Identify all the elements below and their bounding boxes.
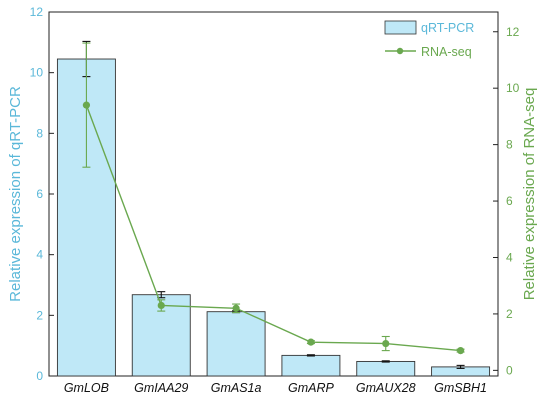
right-tick-label-6: 12: [506, 25, 520, 39]
bar-error-gmarp: [306, 354, 315, 357]
category-label-gmas1a: GmAS1a: [211, 381, 262, 395]
legend-marker-rna-seq: [396, 47, 404, 55]
plot-frame: [48, 11, 499, 377]
right-tick-label-0: 0: [506, 363, 513, 377]
left-tick-label-1: 2: [36, 308, 43, 322]
y-axis-title-right: Relative expression of RNA-seq: [521, 88, 538, 301]
right-axis: 0 2 4 6 8 10 12: [493, 25, 520, 377]
left-tick-label-2: 4: [36, 248, 43, 262]
left-tick-label-4: 8: [36, 126, 43, 140]
legend-label-qrt-pcr: qRT-PCR: [421, 21, 474, 35]
bar-gmaux28: [356, 360, 416, 377]
category-label-gmarp: GmARP: [288, 381, 335, 395]
category-label-gmaux28: GmAUX28: [356, 381, 416, 395]
legend-swatch-qrt-pcr: [384, 20, 417, 35]
line-point-gmlob: [82, 101, 91, 109]
legend: qRT-PCR RNA-seq: [384, 20, 474, 59]
category-label-gmsbh1: GmSBH1: [434, 381, 487, 395]
bar-error-gmsbh1: [456, 364, 465, 369]
left-tick-label-0: 0: [36, 369, 43, 383]
right-tick-label-5: 10: [506, 81, 520, 95]
left-tick-label-3: 6: [36, 187, 43, 201]
bar-series: [56, 58, 491, 377]
line-point-gmsbh1: [456, 347, 465, 355]
line-series: [82, 42, 465, 355]
left-tick-label-5: 10: [30, 66, 44, 80]
category-label-gmiaa29: GmIAA29: [134, 381, 188, 395]
category-label-gmlob: GmLOB: [64, 381, 109, 395]
x-axis: GmLOB GmIAA29 GmAS1a GmARP GmAUX28 GmSBH1: [64, 381, 487, 395]
legend-label-rna-seq: RNA-seq: [421, 45, 472, 59]
right-tick-label-2: 4: [506, 250, 513, 264]
bar-gmas1a: [206, 311, 266, 377]
bar-error-gmaux28: [381, 360, 390, 363]
line-point-gmiaa29: [157, 301, 165, 310]
left-tick-label-6: 12: [30, 5, 44, 19]
left-axis: 0 2 4 6 8 10 12: [30, 5, 54, 383]
right-tick-label-1: 2: [506, 307, 513, 321]
rna-seq-line: [85, 104, 461, 352]
line-point-gmaux28: [382, 339, 390, 348]
line-point-gmarp: [307, 338, 315, 346]
right-tick-label-3: 6: [506, 194, 513, 208]
y-axis-title-left: Relative expression of qRT-PCR: [7, 86, 24, 302]
right-tick-label-4: 8: [506, 138, 513, 152]
bar-gmarp: [281, 354, 341, 377]
line-point-gmas1a: [232, 304, 240, 312]
